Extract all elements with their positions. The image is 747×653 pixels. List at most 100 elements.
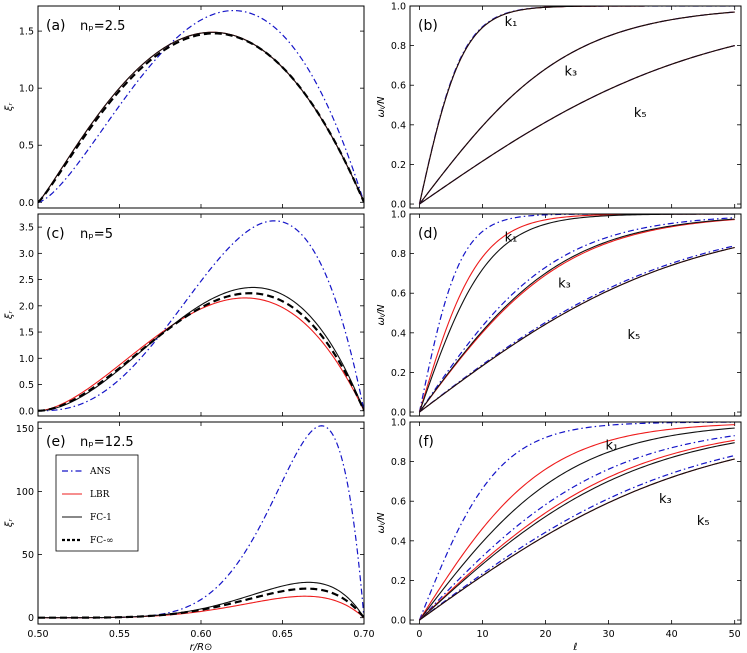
series-FC-1-k3-line — [419, 442, 735, 621]
series-ANS-k3-line — [418, 11, 735, 205]
legend-box — [55, 454, 139, 552]
xtick-label-f: 30 — [603, 629, 615, 640]
panel-label-a: (a) — [46, 18, 66, 34]
series-LBR-k3-line — [419, 439, 735, 621]
ytick-label-b: 0.2 — [391, 160, 406, 171]
ytick-label-a: 1.0 — [19, 84, 34, 95]
curve-label-b: k₁ — [505, 15, 518, 30]
legend-label-LBR: LBR — [90, 490, 110, 500]
ytick-label-b: 1.0 — [391, 2, 406, 13]
ylabel-d: ωᵢ/N — [376, 304, 387, 326]
series-FC-1-k3-line — [419, 218, 735, 413]
xtick-label-e: 0.60 — [190, 629, 211, 640]
curve-label-b: k₅ — [634, 106, 647, 121]
ylabel-c: ξᵣ — [4, 311, 15, 321]
series-FC-1-k1-line — [419, 427, 735, 621]
xtick-label-e: 0.55 — [109, 629, 130, 640]
frame-a — [37, 5, 365, 209]
xtick-label-e: 0.70 — [353, 629, 374, 640]
legend: ANS LBR FC-1 FC-∞ — [55, 454, 139, 552]
series-LBR-k5-line — [419, 246, 735, 413]
series-FC1-line — [38, 31, 364, 203]
ytick-label-a: 1.5 — [19, 27, 34, 38]
ytick-label-f: 0.2 — [391, 576, 406, 587]
ylabel-a: ξᵣ — [4, 103, 15, 113]
frame-d — [409, 213, 742, 417]
series-FC1-line — [38, 581, 364, 619]
curve-label-d: k₅ — [628, 328, 641, 343]
ytick-label-a: 0.5 — [19, 141, 34, 152]
ytick-label-f: 0.8 — [391, 457, 406, 468]
ylabel-e: ξᵣ — [4, 519, 15, 529]
frame-c — [37, 213, 365, 417]
annotation-c: nₚ=5 — [80, 227, 113, 242]
ylabel-b: ωᵢ/N — [376, 96, 387, 118]
xtick-label-f: 50 — [729, 629, 741, 640]
series-LBR-k3-line — [419, 11, 735, 205]
ytick-label-f: 0.6 — [391, 497, 406, 508]
ytick-label-d: 0.8 — [391, 249, 406, 260]
ytick-label-d: 0.6 — [391, 289, 406, 300]
panel-label-d: (d) — [418, 226, 438, 242]
xtick-label-f: 0 — [416, 629, 422, 640]
curve-label-f: k₃ — [659, 492, 672, 507]
series-LBR-k3-line — [419, 218, 735, 413]
series-FC-line — [38, 587, 364, 619]
series-FC1-line — [38, 286, 364, 412]
ytick-label-c: 2.0 — [19, 301, 34, 312]
ytick-label-d: 1.0 — [391, 210, 406, 221]
series-FC-1-k5-line — [419, 458, 735, 621]
xtick-label-e: 0.65 — [272, 629, 293, 640]
series-ANS-k3-line — [418, 217, 735, 413]
series-LBR-k1-line — [418, 214, 735, 413]
ytick-label-f: 0.4 — [391, 536, 406, 547]
series-FC-1-k5-line — [419, 45, 735, 205]
legend-label-FC1: FC-1 — [90, 513, 112, 523]
ytick-label-e: 100 — [16, 487, 34, 498]
curve-label-f: k₅ — [697, 514, 710, 529]
ytick-label-d: 0.4 — [391, 328, 406, 339]
curve-label-d: k₁ — [505, 231, 518, 246]
series-ANS-k5-line — [419, 245, 735, 413]
ytick-label-b: 0.0 — [391, 200, 406, 211]
frame-b — [409, 5, 742, 209]
frame-f — [409, 421, 742, 625]
panel-e: 0 50 100 150 0.50 0.55 0.60 0.65 0.70 (e) nₚ=12.5 ξ… — [4, 421, 375, 653]
ytick-label-c: 3.5 — [19, 223, 34, 234]
xlabel-f: ℓ — [573, 642, 577, 653]
panel-c: 0.0 0.5 1.0 1.5 2.0 2.5 3.0 3.5 (c) nₚ=5 ξᵣ — [4, 213, 365, 417]
ytick-label-c: 0.0 — [19, 406, 34, 417]
legend-label-FC: FC-∞ — [90, 536, 114, 546]
series-FC-1-k1-line — [418, 214, 735, 413]
series-ANS-line — [38, 220, 364, 412]
ytick-label-a: 0.0 — [19, 198, 34, 209]
curve-label-b: k₃ — [564, 64, 577, 79]
ytick-label-e: 150 — [16, 424, 34, 435]
series-FC-1-k5-line — [419, 246, 735, 413]
ylabel-f: ωᵢ/N — [376, 512, 387, 534]
panel-label-b: (b) — [418, 18, 438, 34]
series-LBR-line — [38, 31, 364, 203]
curve-label-d: k₃ — [558, 276, 571, 291]
series-LBR-line — [38, 297, 364, 412]
series-ANS-line — [38, 9, 364, 203]
series-FC-1-k3-line — [419, 11, 735, 205]
ytick-label-d: 0.0 — [391, 408, 406, 419]
ytick-label-b: 0.8 — [391, 41, 406, 52]
series-FC-line — [38, 32, 364, 204]
xtick-label-e: 0.50 — [27, 629, 48, 640]
series-FC-line — [38, 292, 364, 412]
ytick-label-f: 1.0 — [391, 418, 406, 429]
ytick-label-c: 1.0 — [19, 354, 34, 365]
ytick-label-b: 0.6 — [391, 81, 406, 92]
ytick-label-f: 0.0 — [391, 616, 406, 627]
series-ANS-k1-line — [418, 214, 735, 413]
ytick-label-d: 0.2 — [391, 368, 406, 379]
ytick-label-e: 0 — [28, 613, 34, 624]
ytick-label-c: 0.5 — [19, 380, 34, 391]
panel-f: 0.0 0.2 0.4 0.6 0.8 1.0 0 10 20 30 40 50 k₁ k₃ k₅ (f) ωᵢ… — [376, 418, 742, 653]
panel-b: 0.0 0.2 0.4 0.6 0.8 1.0 k₁ k₃ k₅ (b) ωᵢ/N — [376, 2, 742, 211]
annotation-e: nₚ=12.5 — [80, 435, 134, 450]
xtick-label-f: 10 — [476, 629, 488, 640]
panel-a: 0.0 0.5 1.0 1.5 (a) nₚ=2.5 ξᵣ — [4, 5, 365, 209]
